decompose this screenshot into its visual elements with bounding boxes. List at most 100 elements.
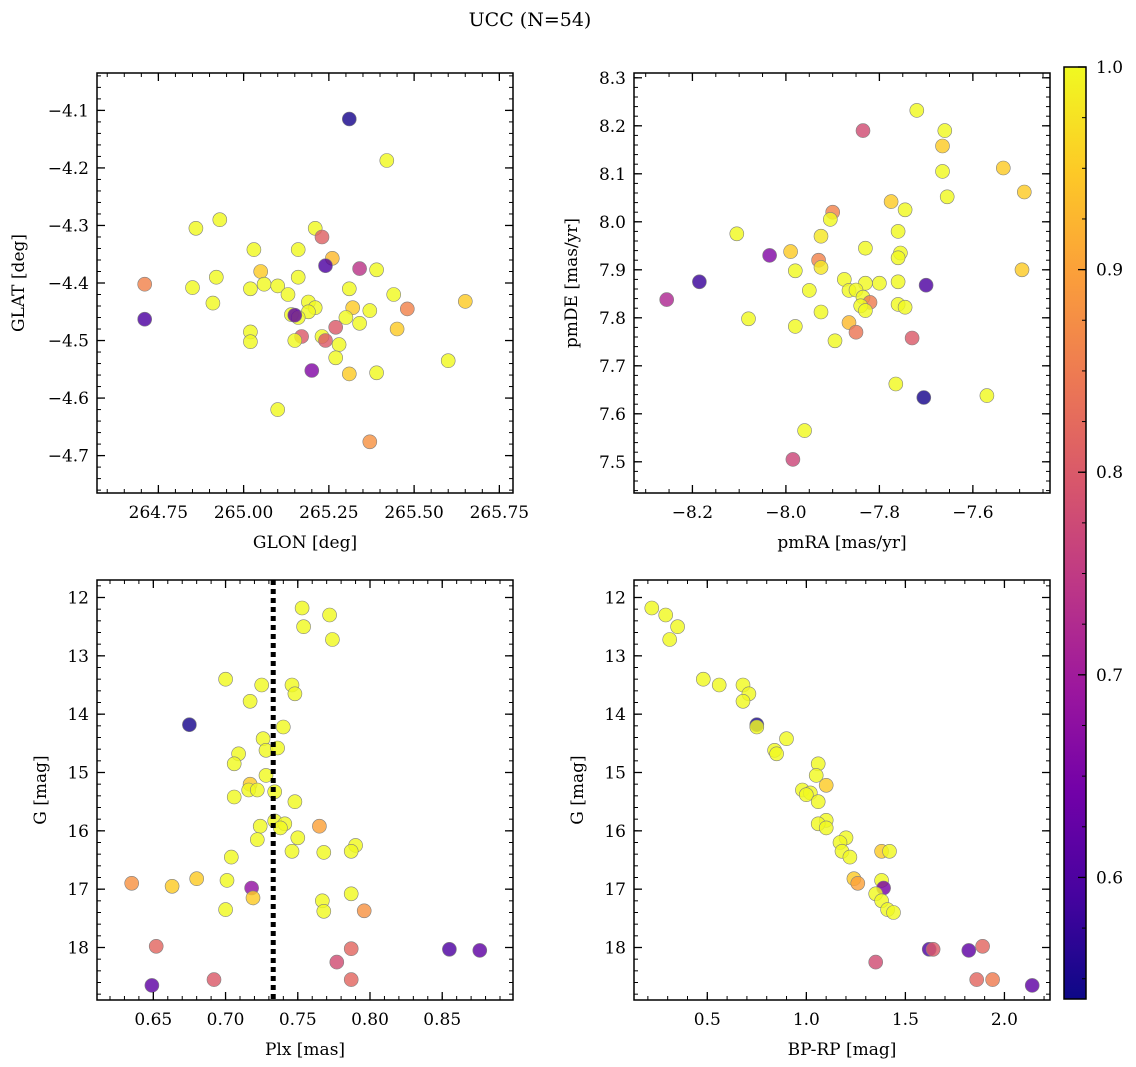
data-point (769, 746, 784, 762)
data-point (316, 903, 332, 919)
colorbar-tick-label: 0.7 (1096, 666, 1123, 686)
data-point (252, 818, 268, 834)
data-point (287, 333, 303, 348)
data-point (379, 153, 395, 168)
panel-pmra-pmde: −8.2 −8.0 −7.8 −7.6 7.5 7.6 7.7 7.8 7.9 8.0 8.1 8.2… (562, 69, 1051, 553)
y-tick-label: 7.9 (599, 261, 626, 281)
data-point (858, 240, 873, 256)
y-tick-label: 12 (67, 589, 89, 609)
y-tick-label: −4.6 (48, 389, 89, 409)
data-point (813, 260, 829, 275)
data-point (296, 619, 311, 635)
data-point (995, 160, 1011, 176)
data-point (969, 972, 985, 987)
data-point (848, 324, 864, 340)
y-tick-label: 17 (604, 880, 626, 900)
data-point (457, 294, 473, 309)
colorbar-tick-label: 0.8 (1096, 463, 1123, 483)
x-tick-label: −8.0 (765, 503, 806, 523)
x-tick-label: 265.00 (214, 503, 273, 523)
data-point (369, 365, 384, 381)
y-tick-label: 8.0 (599, 213, 626, 233)
data-point (318, 258, 333, 274)
data-point (918, 277, 934, 293)
data-point (343, 886, 359, 902)
x-tick-label: 1.0 (793, 1010, 820, 1030)
data-point (243, 334, 258, 350)
data-point (219, 873, 235, 888)
data-point (137, 311, 152, 327)
x-tick-label: 265.50 (384, 503, 443, 523)
data-point (937, 123, 953, 138)
data-point (164, 878, 180, 894)
y-tick-label: 14 (604, 705, 626, 725)
axis-ticks: 264.75 265.00 265.25 265.50 265.75 −4.7 −4.6 −4… (48, 73, 529, 523)
y-tick-label: 16 (67, 822, 89, 842)
data-point (294, 600, 310, 616)
data-point (318, 333, 333, 348)
scatter-points (124, 600, 488, 993)
y-tick-label: −4.4 (48, 274, 89, 294)
colorbar-frame (1063, 66, 1087, 1000)
data-point (124, 875, 139, 891)
colorbar: 0.6 0.7 0.8 0.9 1.0 (1063, 58, 1123, 1000)
data-point (242, 693, 258, 709)
data-point (338, 310, 354, 325)
scatter-points (644, 600, 1040, 993)
data-point (659, 292, 675, 307)
plot-frame (96, 579, 514, 1001)
y-tick-label: 8.2 (599, 117, 626, 137)
y-tick-label: −4.7 (48, 447, 89, 467)
data-point (883, 194, 899, 209)
data-point (939, 189, 955, 205)
y-axis-label: GLAT [deg] (9, 234, 29, 332)
data-point (249, 782, 265, 798)
data-point (209, 269, 224, 285)
data-point (808, 768, 824, 783)
data-point (855, 123, 871, 138)
data-point (909, 103, 925, 118)
data-point (890, 274, 906, 290)
x-tick-label: 0.65 (134, 1010, 172, 1030)
data-point (218, 902, 233, 917)
y-tick-label: 8.3 (599, 69, 626, 89)
y-tick-label: −4.5 (48, 332, 89, 352)
data-point (224, 849, 239, 865)
axis-ticks: 0.65 0.70 0.75 0.80 0.85 12 13 14 15 16 17 18 (67, 580, 513, 1030)
data-point (882, 843, 897, 859)
colorbar-tick-label: 0.6 (1096, 868, 1123, 888)
plot-frame (633, 579, 1051, 1001)
data-point (813, 228, 829, 244)
y-tick-label: −4.1 (48, 101, 89, 121)
data-point (341, 366, 357, 382)
panel-plx-g: 0.65 0.70 0.75 0.80 0.85 12 13 14 15 16 17 18 Plx [… (31, 579, 514, 1060)
colorbar-tick-label: 1.0 (1096, 58, 1123, 78)
data-point (270, 402, 286, 417)
data-point (442, 941, 457, 957)
data-point (916, 390, 932, 405)
data-point (312, 818, 327, 834)
colorbar-tick-label: 0.9 (1096, 261, 1123, 281)
data-point (144, 978, 160, 993)
data-point (316, 845, 332, 860)
data-point (290, 830, 306, 846)
y-tick-label: −4.2 (48, 159, 89, 179)
y-tick-label: 17 (67, 880, 89, 900)
x-tick-label: 0.85 (423, 1010, 461, 1030)
data-point (343, 972, 359, 987)
data-point (325, 632, 340, 647)
x-tick-label: 2.0 (991, 1010, 1018, 1030)
data-point (810, 794, 826, 810)
data-point (182, 717, 197, 733)
data-point (1017, 184, 1032, 200)
figure-title: UCC (N=54) (469, 9, 592, 31)
data-point (735, 693, 751, 709)
data-point (961, 943, 977, 958)
data-point (749, 719, 765, 735)
data-point (280, 287, 296, 302)
x-tick-label: 264.75 (129, 503, 188, 523)
data-point (331, 337, 347, 352)
y-axis-label: G [mag] (568, 755, 588, 824)
data-point (343, 941, 359, 957)
data-point (352, 261, 367, 276)
